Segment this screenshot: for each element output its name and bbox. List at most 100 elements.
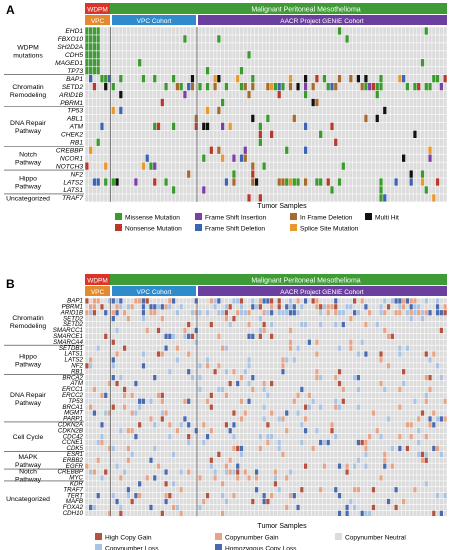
grid-cell [232, 457, 236, 463]
grid-cell [130, 392, 134, 398]
grid-cell [224, 138, 229, 146]
grid-cell [413, 380, 417, 387]
grid-cell [164, 345, 168, 351]
grid-cell [420, 375, 425, 381]
grid-cell [107, 178, 112, 186]
grid-cell [126, 51, 130, 59]
grid-cell [119, 439, 123, 446]
grid-cell [409, 98, 413, 107]
grid-cell [303, 369, 308, 375]
grid-cell [107, 122, 112, 131]
gene-label: CREBBP [56, 147, 84, 154]
grid-cell [194, 122, 198, 131]
grid-cell [281, 422, 285, 428]
gene-label: FOXA2 [63, 504, 84, 511]
grid-cell [111, 194, 115, 202]
grid-cell [405, 404, 410, 410]
grid-cell [296, 422, 300, 428]
grid-cell [292, 90, 296, 99]
grid-cell [205, 75, 210, 83]
grid-cell [356, 67, 361, 75]
grid-cell [341, 434, 345, 440]
grid-cell [288, 363, 293, 369]
grid-cell [96, 410, 100, 416]
grid-cell [337, 27, 342, 35]
grid-cell [85, 316, 89, 322]
grid-cell [183, 90, 187, 99]
grid-cell [122, 463, 127, 469]
grid-cell [334, 333, 338, 339]
grid-cell [405, 194, 410, 202]
grid-cell [379, 327, 383, 334]
grid-cell [85, 439, 89, 446]
grid-cell [326, 146, 330, 154]
grid-cell [122, 380, 127, 387]
grid-cell [345, 154, 349, 162]
grid-cell [413, 67, 417, 75]
grid-cell [168, 327, 172, 334]
grid-cell [428, 310, 432, 316]
grid-cell [213, 51, 217, 59]
grid-cell [334, 321, 338, 328]
grid-cell [371, 154, 376, 162]
grid-cell [262, 106, 266, 115]
grid-cell [417, 178, 421, 186]
grid-cell [405, 439, 410, 446]
grid-cell [217, 463, 221, 469]
grid-cell [375, 67, 379, 75]
grid-cell [160, 386, 164, 393]
grid-cell [247, 375, 251, 381]
grid-cell [160, 67, 164, 75]
grid-cell [217, 194, 221, 202]
grid-cell [179, 357, 183, 363]
grid-cell [375, 186, 379, 194]
grid-cell [92, 357, 97, 363]
grid-cell [390, 178, 394, 186]
grid-cell [194, 351, 198, 357]
grid-cell [145, 316, 149, 322]
grid-cell [243, 154, 247, 162]
grid-cell [330, 457, 334, 463]
grid-cell [96, 333, 100, 339]
grid-cell [405, 298, 410, 304]
grid-cell [134, 310, 138, 316]
grid-cell [156, 392, 161, 398]
grid-cell [119, 434, 123, 440]
grid-cell [428, 327, 432, 334]
grid-cell [405, 392, 410, 398]
grid-cell [368, 357, 372, 363]
grid-cell [424, 357, 428, 363]
grid-cell [190, 186, 195, 194]
grid-cell [292, 439, 296, 446]
grid-cell [111, 457, 115, 463]
grid-cell [111, 445, 115, 452]
grid-cell [288, 51, 293, 59]
grid-cell [134, 375, 138, 381]
grid-cell [149, 146, 153, 154]
grid-cell [187, 321, 191, 328]
grid-cell [443, 162, 447, 170]
grid-cell [171, 59, 176, 67]
grid-cell [149, 90, 153, 99]
grid-cell [141, 321, 146, 328]
grid-cell [134, 398, 138, 404]
grid-cell [247, 457, 251, 463]
grid-cell [138, 428, 142, 434]
grid-cell [375, 122, 379, 131]
grid-cell [194, 451, 198, 457]
grid-cell [111, 351, 115, 357]
grid-cell [292, 59, 296, 67]
grid-cell [402, 51, 406, 59]
gene-label: CDH5 [65, 52, 83, 59]
grid-cell [194, 422, 198, 428]
grid-cell [375, 375, 379, 381]
grid-cell [334, 114, 338, 123]
grid-cell [85, 51, 89, 59]
grid-cell [386, 130, 391, 138]
grid-cell [356, 170, 361, 178]
grid-cell [303, 59, 308, 67]
grid-cell [85, 35, 89, 43]
grid-cell [232, 59, 236, 67]
grid-cell [224, 90, 229, 99]
grid-cell [89, 351, 93, 357]
